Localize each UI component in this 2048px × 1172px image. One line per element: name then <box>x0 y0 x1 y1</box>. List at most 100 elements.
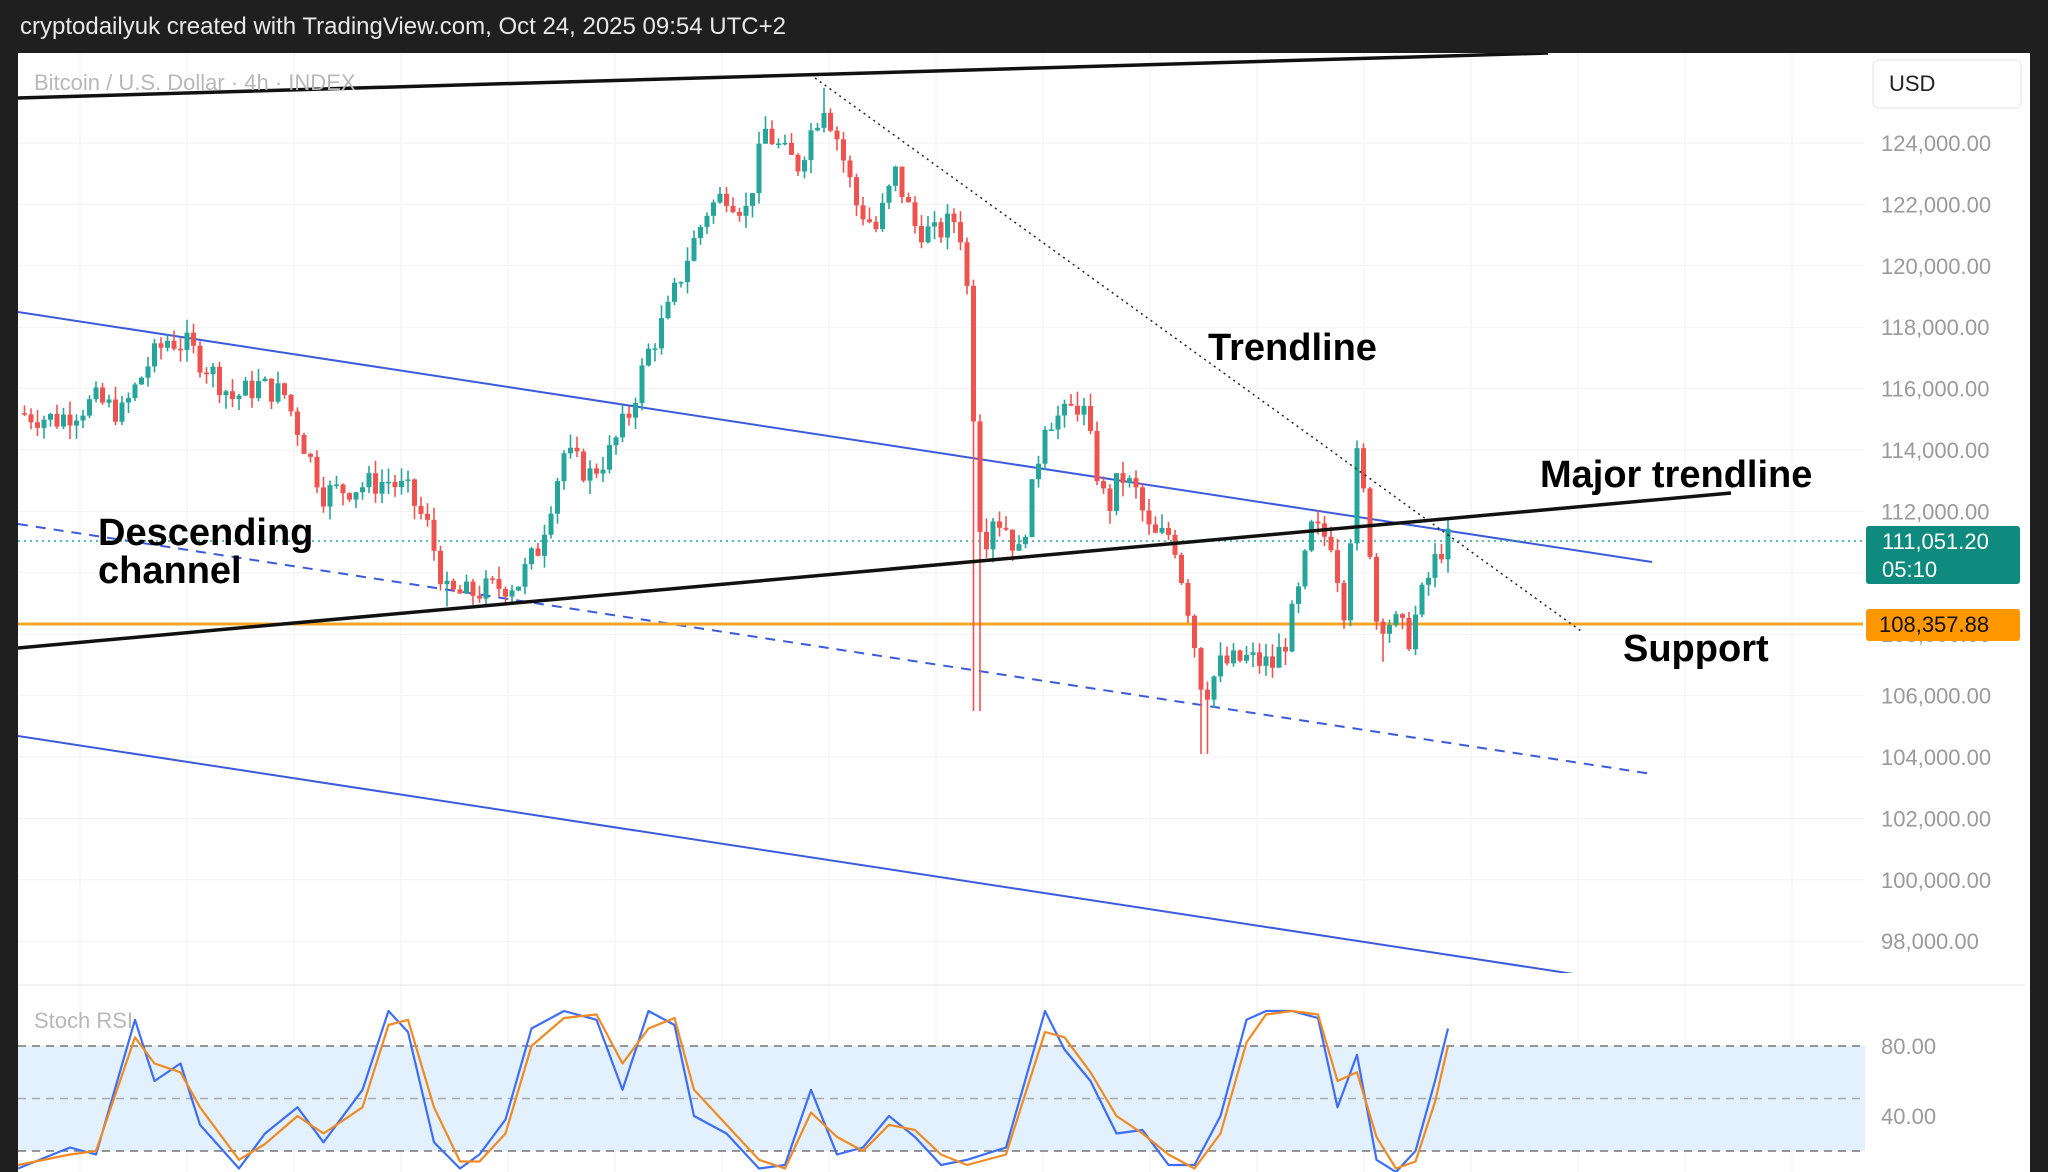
candle-body <box>321 487 326 507</box>
candle-body <box>776 143 781 145</box>
candle-body <box>691 238 697 261</box>
candle-body <box>22 413 27 415</box>
candle-body <box>854 177 859 206</box>
channel-upper-line <box>18 311 1653 563</box>
candle-body <box>28 414 34 423</box>
candle-body <box>1289 603 1295 652</box>
candle-body <box>1439 554 1444 560</box>
candle-body <box>431 519 437 551</box>
candle-body <box>971 285 976 422</box>
channel-mid-line <box>18 523 1653 775</box>
candle-body <box>542 534 547 556</box>
right-border <box>2030 53 2048 1172</box>
candle-body <box>899 166 905 198</box>
candle-body <box>139 377 144 385</box>
candle-body <box>1049 429 1054 432</box>
candle-body <box>87 399 92 416</box>
candle-body <box>529 548 534 565</box>
candle-body <box>1153 524 1158 533</box>
candle-body <box>1088 406 1093 431</box>
candle-body <box>314 456 320 488</box>
candle-body <box>295 411 300 435</box>
candle-body <box>756 143 762 194</box>
top-trendline <box>18 53 1549 100</box>
price-tick-label: 106,000.00 <box>1881 684 1991 709</box>
candle-body <box>1159 528 1165 533</box>
candle-body <box>418 505 424 514</box>
candle-body <box>165 340 170 348</box>
price-tick-label: 124,000.00 <box>1881 131 1991 156</box>
candle-body <box>815 127 820 131</box>
candle-body <box>262 378 268 382</box>
candle-body <box>717 193 723 203</box>
support-price-badge: 108,357.88 <box>1866 609 2020 641</box>
candle-body <box>1198 648 1204 690</box>
candle-body <box>1257 652 1262 666</box>
candle-body <box>698 226 703 239</box>
candle-body <box>938 222 944 238</box>
candle-body <box>1120 473 1126 483</box>
candle-body <box>574 447 580 452</box>
candle-body <box>1133 478 1139 488</box>
candle-body <box>1101 481 1106 489</box>
candle-body <box>483 578 489 599</box>
candle-body <box>678 282 684 284</box>
candle-body <box>54 413 60 427</box>
price-tick-label: 116,000.00 <box>1881 377 1989 402</box>
stoch-d-line <box>18 1009 1450 1170</box>
candle-body <box>347 493 352 500</box>
candle-body <box>535 548 541 556</box>
candle-body <box>119 402 125 422</box>
candle-body <box>743 205 749 216</box>
candle-body <box>997 521 1002 528</box>
candle-body <box>80 415 86 421</box>
candle-body <box>1348 543 1353 621</box>
candle-body <box>1023 536 1028 545</box>
candle-body <box>977 421 983 532</box>
chart-title: Bitcoin / U.S. Dollar · 4h · INDEX <box>34 70 356 95</box>
candle-body <box>67 414 73 426</box>
trendlines-layer <box>18 53 1732 650</box>
candle-body <box>451 580 456 590</box>
major-trendline <box>18 491 1732 650</box>
candle-body <box>197 345 203 373</box>
candle-body <box>607 445 612 470</box>
candle-body <box>1445 528 1451 560</box>
candle-body <box>113 399 118 422</box>
currency-button[interactable]: USD <box>1872 59 2022 109</box>
candle-body <box>477 595 482 599</box>
annotation-support: Support <box>1623 628 1769 670</box>
candle-body <box>945 213 950 238</box>
candle-body <box>184 332 190 350</box>
candle-body <box>444 580 450 585</box>
candle-body <box>1042 429 1048 464</box>
candle-body <box>1335 550 1340 583</box>
candle-body <box>750 193 755 206</box>
candle-body <box>1146 510 1152 525</box>
candle-body <box>1003 527 1009 530</box>
candle-body <box>665 301 671 319</box>
candle-body <box>373 473 378 494</box>
candle-body <box>1263 656 1269 666</box>
candle-body <box>1205 689 1210 700</box>
candle-body <box>1315 521 1321 524</box>
candle-body <box>581 451 586 481</box>
candle-body <box>880 202 885 230</box>
candle-body <box>61 414 66 427</box>
candle-body <box>704 215 710 227</box>
candle-body <box>672 282 677 302</box>
candle-body <box>932 222 937 227</box>
candle-body <box>958 222 963 243</box>
candle-body <box>821 112 827 128</box>
candle-body <box>1166 528 1171 535</box>
candle-body <box>425 513 430 520</box>
candle-body <box>808 130 814 161</box>
candle-body <box>1062 403 1067 416</box>
top-bar: cryptodailyuk created with TradingView.c… <box>0 0 2048 53</box>
candle-body <box>1068 403 1074 406</box>
last-price-badge: 111,051.20 05:10 <box>1866 526 2020 584</box>
channel-lower-line <box>18 735 1574 973</box>
candle-body <box>1224 655 1230 664</box>
candle-body <box>886 185 892 203</box>
